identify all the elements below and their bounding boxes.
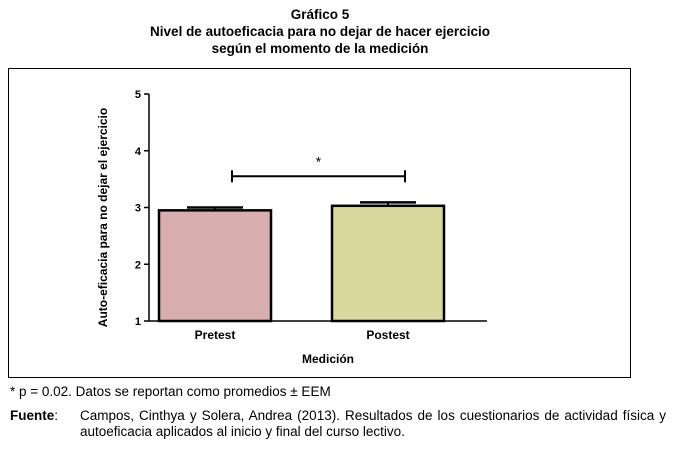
figure-title-line1: Nivel de autoeficacia para no dejar de h… [150, 24, 490, 39]
bar-postest [330, 204, 446, 323]
significance-footnote: * p = 0.02. Datos se reportan como prome… [10, 384, 331, 399]
significance-marker: * [316, 153, 322, 169]
source-text: Campos, Cinthya y Solera, Andrea (2013).… [80, 408, 666, 439]
y-tick-label: 1 [135, 316, 141, 328]
figure-title-line2: según el momento de la medición [211, 41, 429, 56]
chart-header: Gráfico 5 Nivel de autoeficacia para no … [0, 6, 640, 57]
y-axis-title: Auto-eficacia para no dejar el ejercicio [96, 108, 110, 327]
y-tick-label: 3 [135, 203, 141, 215]
x-axis-title: Medición [302, 352, 354, 366]
source-separator: : [54, 408, 59, 423]
chart-frame: 1 2 3 4 5 Pretest Postest * Medición Auto-eficaci… [8, 68, 631, 378]
x-tick-label: Pretest [195, 328, 236, 342]
figure-number: Gráfico 5 [290, 7, 350, 22]
bar-pretest [157, 209, 273, 323]
y-tick-label: 4 [135, 146, 142, 158]
source-label: Fuente [10, 408, 55, 423]
y-tick-label: 5 [135, 89, 141, 101]
y-tick-label: 2 [135, 259, 141, 271]
source-label-wrap: Fuente: [10, 408, 80, 424]
bar-chart: 1 2 3 4 5 Pretest Postest * Medición Auto-eficaci… [96, 89, 487, 366]
x-tick-label: Postest [366, 328, 409, 342]
source-note: Fuente: Campos, Cinthya y Solera, Andrea … [10, 408, 666, 440]
